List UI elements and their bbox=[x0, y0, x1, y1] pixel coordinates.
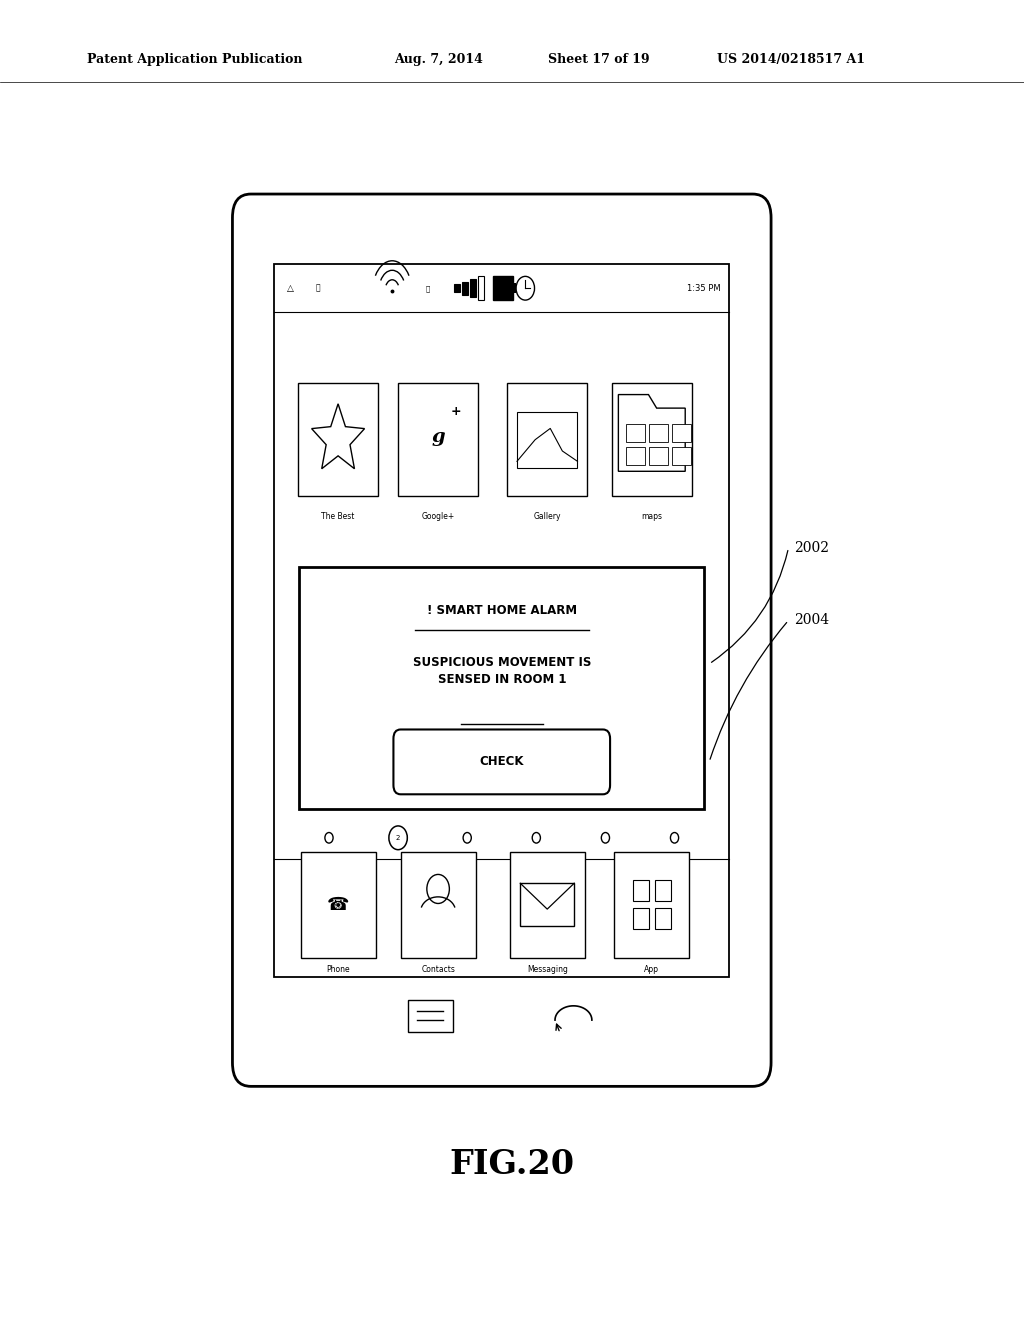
Text: Sheet 17 of 19: Sheet 17 of 19 bbox=[548, 53, 649, 66]
Bar bbox=[299, 568, 705, 809]
Bar bbox=[614, 851, 689, 958]
Bar bbox=[627, 424, 645, 442]
FancyBboxPatch shape bbox=[393, 730, 610, 795]
Bar bbox=[655, 880, 671, 900]
Text: ⬛: ⬛ bbox=[426, 285, 430, 292]
Bar bbox=[513, 284, 516, 293]
Bar bbox=[655, 908, 671, 929]
Text: FIG.20: FIG.20 bbox=[450, 1147, 574, 1180]
Bar bbox=[672, 424, 691, 442]
Bar bbox=[408, 1001, 453, 1032]
Bar bbox=[649, 447, 668, 465]
Text: Patent Application Publication: Patent Application Publication bbox=[87, 53, 302, 66]
Bar bbox=[508, 383, 587, 496]
Text: Phone: Phone bbox=[327, 965, 350, 974]
Text: Google+: Google+ bbox=[422, 512, 455, 521]
Text: US 2014/0218517 A1: US 2014/0218517 A1 bbox=[717, 53, 865, 66]
Bar bbox=[470, 279, 476, 297]
Bar bbox=[517, 412, 578, 467]
Bar bbox=[478, 276, 484, 300]
Text: g: g bbox=[431, 428, 444, 446]
Bar bbox=[520, 883, 574, 927]
Text: +: + bbox=[451, 405, 461, 418]
Bar bbox=[633, 880, 649, 900]
Text: ☎: ☎ bbox=[327, 896, 349, 913]
Text: ! SMART HOME ALARM: ! SMART HOME ALARM bbox=[427, 605, 577, 616]
Text: 2002: 2002 bbox=[794, 541, 828, 554]
Text: Gallery: Gallery bbox=[534, 512, 561, 521]
Bar bbox=[274, 264, 729, 977]
Bar bbox=[612, 383, 691, 496]
Bar bbox=[633, 908, 649, 929]
Bar bbox=[301, 851, 376, 958]
Text: SUSPICIOUS MOVEMENT IS
SENSED IN ROOM 1: SUSPICIOUS MOVEMENT IS SENSED IN ROOM 1 bbox=[413, 656, 591, 686]
Text: The Best: The Best bbox=[322, 512, 354, 521]
Bar bbox=[398, 383, 478, 496]
Text: 🔒: 🔒 bbox=[315, 284, 321, 293]
Text: 2004: 2004 bbox=[794, 614, 828, 627]
Text: Messaging: Messaging bbox=[526, 965, 567, 974]
Bar bbox=[298, 383, 378, 496]
Bar bbox=[649, 424, 668, 442]
Text: △: △ bbox=[287, 284, 294, 293]
Bar bbox=[510, 851, 585, 958]
Text: 1:35 PM: 1:35 PM bbox=[687, 284, 721, 293]
Bar bbox=[493, 276, 513, 300]
Text: Aug. 7, 2014: Aug. 7, 2014 bbox=[394, 53, 483, 66]
Bar bbox=[400, 851, 475, 958]
Text: Contacts: Contacts bbox=[421, 965, 455, 974]
Bar bbox=[672, 447, 691, 465]
Bar bbox=[462, 281, 468, 294]
FancyBboxPatch shape bbox=[459, 277, 545, 305]
FancyBboxPatch shape bbox=[232, 194, 771, 1086]
Bar bbox=[627, 447, 645, 465]
Bar bbox=[454, 284, 460, 292]
Text: 2: 2 bbox=[396, 834, 400, 841]
Text: CHECK: CHECK bbox=[479, 755, 524, 768]
Text: App: App bbox=[644, 965, 659, 974]
Text: maps: maps bbox=[641, 512, 663, 521]
